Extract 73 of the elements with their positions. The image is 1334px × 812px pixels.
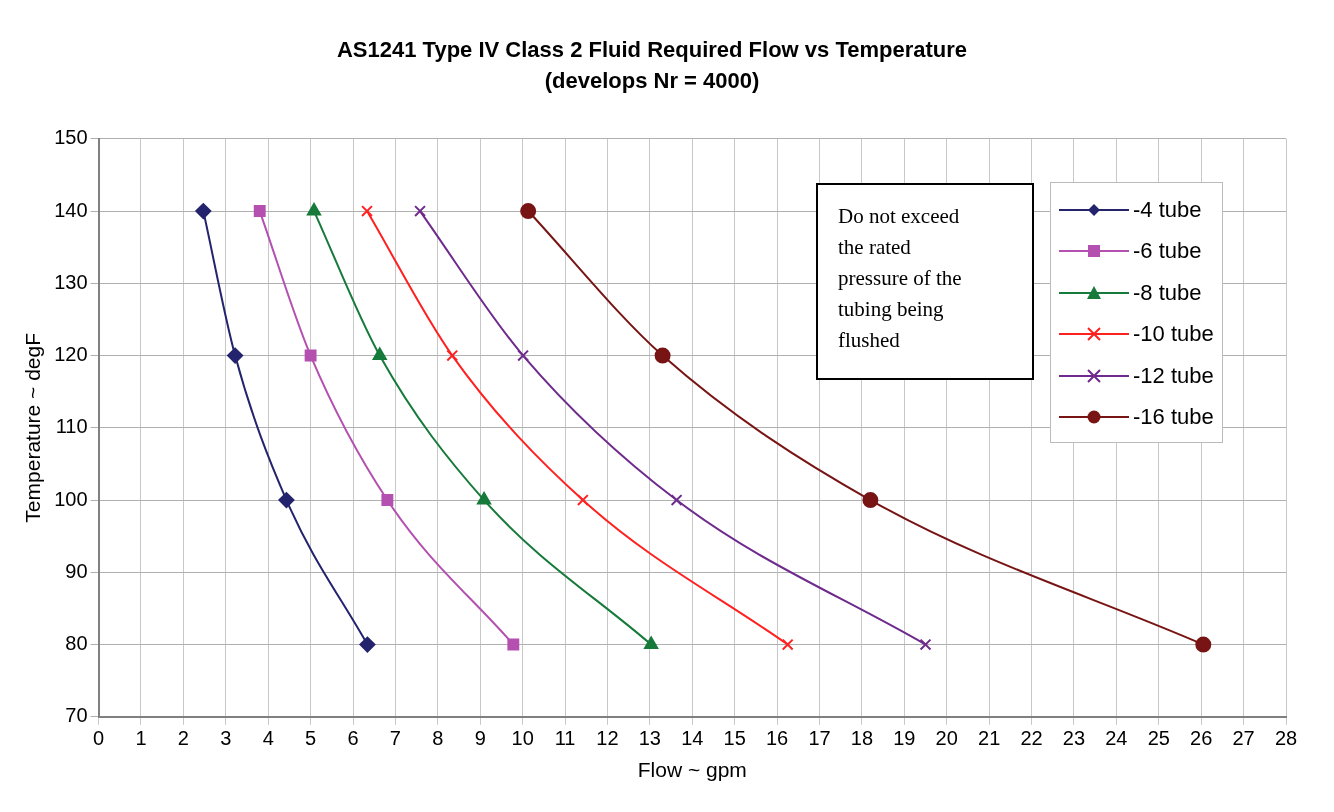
legend-label: -6 tube [1133, 238, 1202, 265]
y-tick-label: 100 [54, 487, 88, 510]
point [781, 638, 794, 651]
point [381, 494, 394, 506]
x-tick-label: 24 [1105, 727, 1128, 750]
legend-label: -4 tube [1133, 196, 1202, 223]
x-tick-label: 1 [135, 727, 147, 750]
legend-label: -10 tube [1133, 321, 1214, 348]
x-axis-title: Flow ~ gpm [637, 758, 747, 782]
point [644, 636, 659, 650]
point [517, 349, 530, 362]
x-tick-label: 3 [220, 727, 232, 750]
legend-label: -8 tube [1133, 279, 1202, 306]
y-tick-label: 120 [54, 343, 88, 366]
y-tick-label: 80 [65, 632, 88, 655]
x-tick-label: 0 [93, 727, 105, 750]
point [414, 205, 426, 217]
point [654, 347, 671, 364]
x-tick-label: 9 [474, 727, 486, 750]
point [278, 492, 295, 509]
x-tick-label: 6 [347, 727, 359, 750]
x-tick-label: 26 [1190, 727, 1213, 750]
x-tick-label: 21 [978, 727, 1001, 750]
x-tick-label: 15 [723, 727, 746, 750]
x-tick-label: 14 [681, 727, 704, 750]
x-tick-label: 16 [765, 727, 789, 750]
x-tick-label: 20 [935, 727, 958, 750]
x-tick-label: 13 [638, 727, 661, 750]
x-tick-label: 5 [305, 727, 317, 750]
x-tick-label: 17 [808, 727, 831, 750]
y-tick-label: 70 [65, 704, 88, 727]
point [576, 494, 589, 506]
point [1195, 636, 1212, 653]
point [361, 205, 373, 217]
x-tick-label: 8 [432, 727, 444, 750]
chart-title: AS1241 Type IV Class 2 Fluid Required Flow vs Temperature [336, 37, 968, 63]
legend-label: -16 tube [1133, 404, 1214, 431]
y-tick-label: 150 [54, 126, 88, 149]
point [304, 349, 317, 362]
point [359, 636, 376, 653]
x-tick-label: 11 [554, 727, 576, 750]
y-tick-label: 140 [54, 198, 88, 221]
x-tick-label: 4 [262, 727, 274, 750]
x-tick-label: 18 [850, 727, 874, 750]
x-tick-label: 22 [1020, 727, 1043, 750]
point [195, 203, 212, 220]
point [919, 638, 932, 651]
x-tick-label: 25 [1147, 727, 1170, 750]
y-axis-title: Temperature ~ degF [21, 332, 45, 523]
x-tick-label: 12 [596, 727, 619, 750]
legend-label: -12 tube [1133, 362, 1214, 389]
point [446, 349, 459, 362]
chart-subtitle: (develops Nr = 4000) [544, 67, 760, 93]
x-tick-label: 27 [1232, 727, 1255, 750]
point [670, 494, 683, 506]
point [306, 203, 322, 216]
y-tick-label: 90 [65, 559, 88, 582]
x-tick-label: 10 [511, 727, 534, 750]
x-tick-label: 2 [177, 727, 189, 750]
y-tick-label: 110 [55, 415, 88, 438]
point [862, 492, 879, 509]
point [520, 203, 537, 220]
point [372, 347, 387, 361]
point [507, 638, 520, 651]
point [227, 347, 244, 364]
x-tick-label: 23 [1062, 727, 1086, 750]
x-tick-label: 7 [389, 727, 401, 750]
point [253, 205, 266, 217]
point [477, 492, 492, 505]
note-box: Do not exceed the rated pressure of the tubing being flushed [816, 183, 1034, 380]
y-tick-label: 130 [54, 270, 88, 293]
x-tick-label: 19 [893, 727, 916, 750]
x-tick-label: 28 [1274, 727, 1298, 750]
